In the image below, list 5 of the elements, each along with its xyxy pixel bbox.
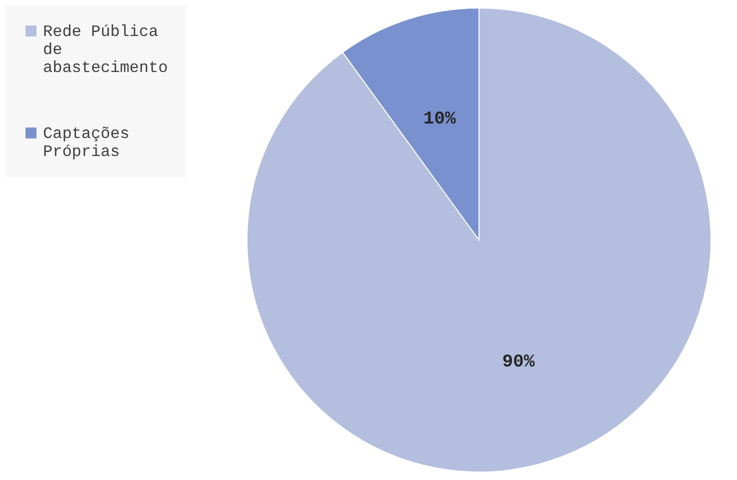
data-label: 90%	[502, 352, 535, 372]
legend-label: Captações Próprias	[43, 125, 130, 161]
pie-slice	[246, 8, 712, 472]
data-label: 10%	[423, 110, 456, 130]
legend-label: Rede Pública de abastecimento	[43, 23, 168, 77]
